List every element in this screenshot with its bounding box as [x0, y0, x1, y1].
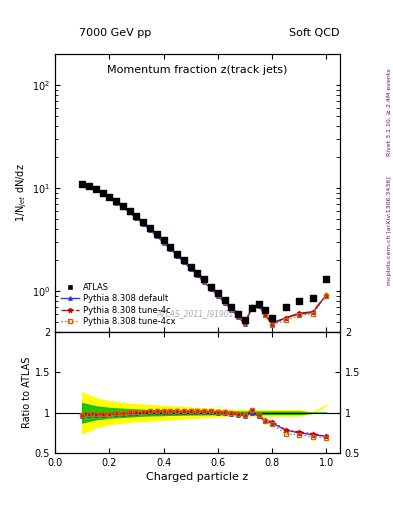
- Point: [269, 314, 275, 322]
- Point: [174, 250, 180, 258]
- Point: [262, 306, 268, 314]
- Point: [93, 185, 99, 193]
- Text: mcplots.cern.ch [arXiv:1306.3436]: mcplots.cern.ch [arXiv:1306.3436]: [387, 176, 392, 285]
- Point: [242, 316, 248, 325]
- Point: [106, 193, 112, 201]
- Point: [140, 218, 146, 226]
- Point: [283, 303, 289, 311]
- Point: [181, 256, 187, 264]
- Text: Rivet 3.1.10, ≥ 2.4M events: Rivet 3.1.10, ≥ 2.4M events: [387, 69, 392, 157]
- Point: [235, 310, 241, 318]
- Point: [99, 188, 106, 197]
- Point: [296, 297, 302, 305]
- Point: [133, 212, 140, 221]
- Point: [113, 197, 119, 205]
- Point: [127, 207, 133, 215]
- Point: [215, 289, 221, 297]
- Point: [201, 275, 208, 284]
- Y-axis label: Ratio to ATLAS: Ratio to ATLAS: [22, 357, 32, 429]
- Point: [86, 182, 92, 190]
- Text: Soft QCD: Soft QCD: [290, 28, 340, 38]
- Point: [147, 224, 153, 232]
- Point: [154, 229, 160, 238]
- Point: [160, 237, 167, 245]
- Point: [195, 269, 201, 277]
- Point: [249, 304, 255, 312]
- Point: [310, 294, 316, 303]
- Point: [167, 243, 173, 251]
- Text: 7000 GeV pp: 7000 GeV pp: [79, 28, 151, 38]
- Point: [208, 283, 214, 291]
- Point: [323, 275, 329, 284]
- Y-axis label: 1/N$_{jet}$ dN/dz: 1/N$_{jet}$ dN/dz: [15, 164, 29, 222]
- Point: [228, 303, 235, 311]
- Text: Momentum fraction z(track jets): Momentum fraction z(track jets): [107, 65, 288, 75]
- X-axis label: Charged particle z: Charged particle z: [146, 472, 249, 482]
- Point: [79, 180, 85, 188]
- Legend: ATLAS, Pythia 8.308 default, Pythia 8.308 tune-4c, Pythia 8.308 tune-4cx: ATLAS, Pythia 8.308 default, Pythia 8.30…: [59, 281, 177, 328]
- Point: [222, 296, 228, 304]
- Point: [255, 300, 262, 308]
- Point: [120, 202, 126, 210]
- Text: ATLAS_2011_I919017: ATLAS_2011_I919017: [156, 309, 239, 318]
- Point: [187, 263, 194, 271]
